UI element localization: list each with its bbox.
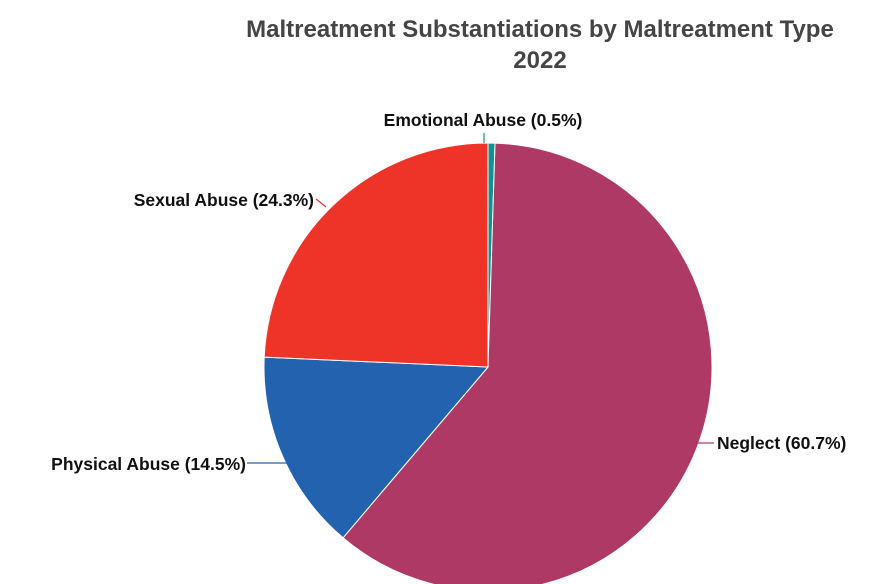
pie-slices <box>263 142 713 584</box>
slice-label-emotional-abuse: Emotional Abuse (0.5%) <box>384 110 583 130</box>
pie-slice-sexual-abuse[interactable] <box>263 142 489 368</box>
leader-lines <box>247 133 714 464</box>
slice-labels: Emotional Abuse (0.5%) Neglect (60.7%) Phy… <box>51 110 846 474</box>
slice-label-sexual-abuse: Sexual Abuse (24.3%) <box>134 190 314 210</box>
chart-title: Maltreatment Substantiations by Maltreat… <box>246 16 834 43</box>
pie-slice-physical-abuse[interactable] <box>263 356 490 539</box>
chart-subtitle: 2022 <box>513 47 566 74</box>
slice-label-physical-abuse: Physical Abuse (14.5%) <box>51 454 246 474</box>
pie-slice-neglect[interactable] <box>342 142 713 584</box>
leader-line-sexual-abuse <box>315 198 327 208</box>
slice-label-neglect: Neglect (60.7%) <box>717 433 846 453</box>
